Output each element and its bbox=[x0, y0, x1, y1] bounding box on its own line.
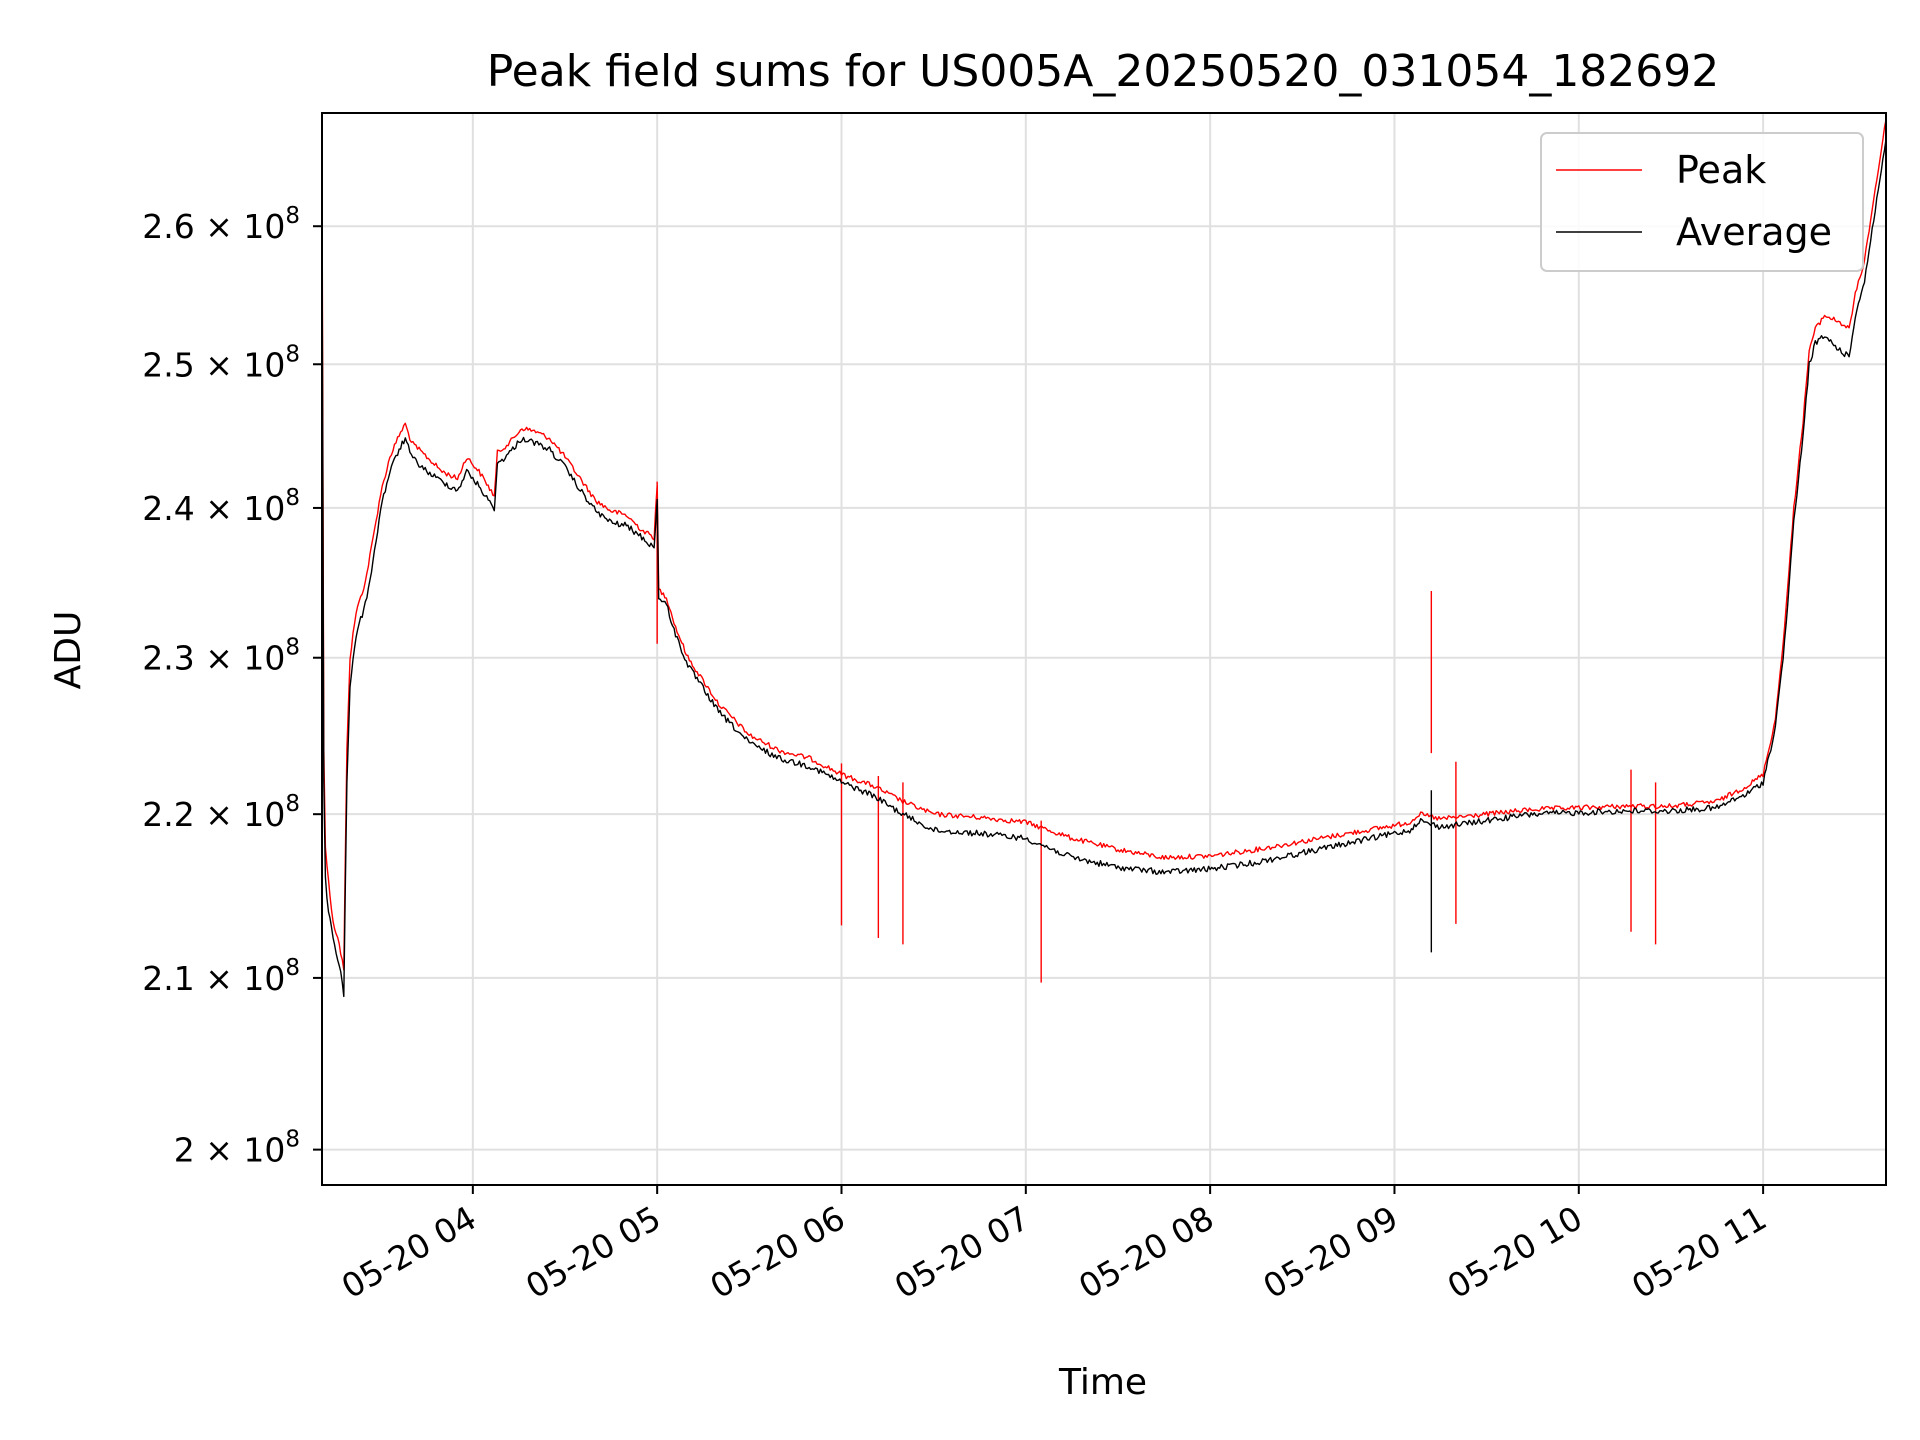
y-tick-exponent: 8 bbox=[285, 791, 300, 817]
series-line-average bbox=[321, 139, 1887, 998]
y-tick-exponent: 8 bbox=[285, 955, 300, 981]
legend-label-average: Average bbox=[1676, 210, 1832, 254]
y-tick-exponent: 8 bbox=[285, 341, 300, 367]
y-tick-exponent: 8 bbox=[285, 203, 300, 229]
legend-box bbox=[1540, 132, 1864, 272]
legend-label-peak: Peak bbox=[1676, 148, 1766, 192]
y-tick-label: 2.1 × 108 bbox=[142, 955, 300, 998]
y-tick-exponent: 8 bbox=[285, 1127, 300, 1153]
y-axis: 2 × 108 2.1 × 108 2.2 × 108 2.3 × 108 2.4 × … bbox=[142, 203, 322, 1170]
y-tick-label: 2.2 × 108 bbox=[142, 791, 300, 834]
x-axis-label: Time bbox=[1058, 1362, 1147, 1403]
series-line-peak bbox=[321, 119, 1887, 971]
plot-frame bbox=[321, 112, 1887, 1186]
legend: Peak Average bbox=[1540, 132, 1864, 272]
series-layer bbox=[321, 119, 1887, 998]
y-tick-exponent: 8 bbox=[285, 485, 300, 511]
chart-title: Peak field sums for US005A_20250520_0310… bbox=[487, 46, 1720, 97]
y-tick-exponent: 8 bbox=[285, 635, 300, 661]
grid bbox=[322, 113, 1886, 1185]
y-axis-label: ADU bbox=[48, 611, 89, 690]
y-tick-label: 2.5 × 108 bbox=[142, 341, 300, 384]
y-tick-label: 2.6 × 108 bbox=[142, 203, 300, 246]
y-tick-label: 2.4 × 108 bbox=[142, 485, 300, 528]
y-tick-label: 2.3 × 108 bbox=[142, 635, 300, 678]
y-tick-label: 2 × 108 bbox=[174, 1127, 300, 1170]
